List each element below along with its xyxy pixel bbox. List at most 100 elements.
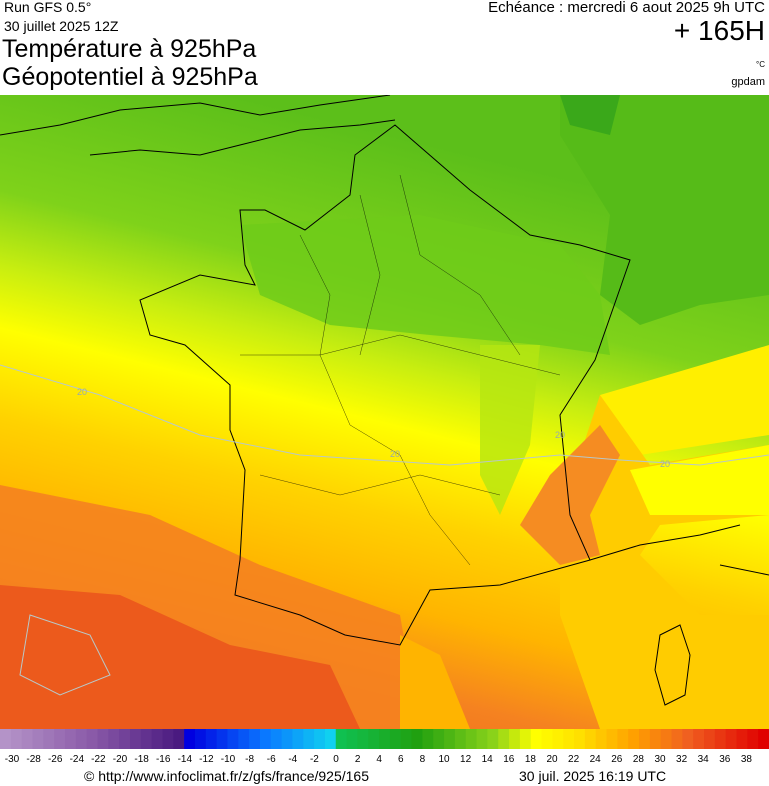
- colorbar-label: 38: [740, 754, 752, 765]
- colorbar-swatch: [541, 729, 553, 749]
- colorbar-label: 8: [419, 754, 426, 765]
- title-geopotential: Géopotentiel à 925hPa: [2, 63, 258, 91]
- colorbar-label: -24: [69, 754, 85, 765]
- colorbar-label: -4: [288, 754, 298, 765]
- field-red-spain: [0, 585, 360, 729]
- field-hot-alps: [520, 425, 620, 565]
- colorbar-swatch: [400, 729, 413, 749]
- colorbar-swatch: [379, 729, 391, 749]
- unit-gpdam: gpdam: [731, 76, 765, 88]
- colorbar-label: -18: [134, 754, 149, 765]
- colorbar-swatch: [476, 729, 488, 749]
- colorbar-swatch: [119, 729, 131, 749]
- source-url: © http://www.infoclimat.fr/z/gfs/france/…: [84, 768, 369, 784]
- colorbar-swatch: [454, 729, 467, 749]
- colorbar-swatch: [606, 729, 618, 749]
- coastlines: [0, 95, 769, 706]
- italy-coast: [589, 524, 769, 576]
- colorbar-swatch: [357, 729, 369, 749]
- colorbar-swatch: [368, 729, 380, 749]
- colorbar-swatch: [97, 729, 109, 749]
- colorbar-label: 36: [719, 754, 731, 765]
- colorbar-swatch: [693, 729, 705, 749]
- colorbar-swatch: [487, 729, 499, 749]
- colorbar-swatch: [0, 729, 12, 749]
- colorbar-swatch: [519, 729, 532, 749]
- field-green-north: [240, 215, 610, 355]
- colorbar-swatch: [574, 729, 586, 749]
- colorbar-swatch: [465, 729, 478, 749]
- colorbar-label: 12: [460, 754, 472, 765]
- colorbar-swatch: [660, 729, 673, 749]
- england-coast: [0, 95, 396, 156]
- colorbar-swatch: [54, 729, 66, 749]
- colorbar-swatch: [281, 729, 293, 749]
- colorbar-label: 6: [398, 754, 404, 765]
- colorbar-label: -10: [220, 754, 236, 765]
- colorbar-swatch: [422, 729, 434, 749]
- colorbar-swatch: [270, 729, 283, 749]
- colorbar-swatch: [335, 729, 348, 749]
- field-yellow-alps: [630, 445, 769, 515]
- colorbar-swatch: [584, 729, 597, 749]
- colorbar-swatch: [184, 729, 196, 749]
- colorbar-swatch: [129, 729, 142, 749]
- colorbar-label: 18: [524, 754, 536, 765]
- echeance: Echéance : mercredi 6 aout 2025 9h UTC: [488, 0, 765, 16]
- colorbar-swatch: [10, 729, 23, 749]
- contour-label: 20: [77, 387, 87, 397]
- colorbar-swatch: [194, 729, 207, 749]
- colorbar-swatch: [530, 729, 543, 749]
- contour-label: 20: [555, 430, 565, 440]
- colorbar-label: 10: [438, 754, 450, 765]
- lead-time: + 165H: [673, 15, 765, 46]
- colorbar-label: 2: [354, 754, 361, 765]
- colorbar-label: -28: [26, 754, 41, 765]
- colorbar-swatch: [227, 729, 239, 749]
- colorbar-swatch: [747, 729, 759, 749]
- map: 20 20 20 20: [0, 95, 769, 729]
- colorbar-swatch: [314, 729, 326, 749]
- colorbar-swatch: [249, 729, 261, 749]
- colorbar-label: 26: [611, 754, 623, 765]
- colorbar-swatch: [75, 729, 88, 749]
- colorbar-labels: -30 -28 -26 -24 -22 -20 -18 -16 -14 -12 -10 -8 -6 -4-…: [0, 754, 769, 766]
- colorbar-label: -16: [155, 754, 171, 765]
- colorbar-label: 30: [654, 754, 666, 765]
- geopotential-contours: [0, 364, 769, 696]
- colorbar-label: -8: [245, 754, 255, 765]
- colorbar-label: 0: [333, 754, 339, 765]
- colorbar-swatch: [292, 729, 304, 749]
- colorbar-label: 32: [676, 754, 688, 765]
- run-label: Run GFS 0.5°: [4, 0, 92, 15]
- colorbar-swatch: [32, 729, 44, 749]
- colorbar-swatch: [649, 729, 662, 749]
- colorbar-swatch: [725, 729, 738, 749]
- colorbar-swatch: [21, 729, 33, 749]
- colorbar-swatch: [714, 729, 727, 749]
- colorbar-swatch: [758, 729, 769, 749]
- colorbar-label: -20: [112, 754, 128, 765]
- colorbar-swatch: [64, 729, 77, 749]
- colorbar-swatch: [411, 729, 423, 749]
- field-mediterranean: [400, 635, 470, 729]
- colorbar-label: 28: [632, 754, 644, 765]
- colorbar-swatch: [173, 729, 185, 749]
- colorbar-swatch: [639, 729, 651, 749]
- colorbar-label: -22: [91, 754, 106, 765]
- colorbar-swatch: [140, 729, 153, 749]
- run-date: 30 juillet 2025 12Z: [4, 18, 119, 34]
- colorbar-swatch: [736, 729, 748, 749]
- colorbar-swatch: [628, 729, 640, 749]
- colorbar-swatch: [389, 729, 402, 749]
- colorbar-swatch: [552, 729, 564, 749]
- corsica: [654, 624, 691, 706]
- colorbar-swatch: [671, 729, 683, 749]
- colorbar-swatch: [324, 729, 337, 749]
- colorbar-swatch: [259, 729, 272, 749]
- colorbar-label: -2: [309, 754, 319, 765]
- colorbar-swatch: [563, 729, 575, 749]
- field-yellow-east: [600, 345, 769, 475]
- contour-labels: 20 20 20 20: [77, 387, 670, 469]
